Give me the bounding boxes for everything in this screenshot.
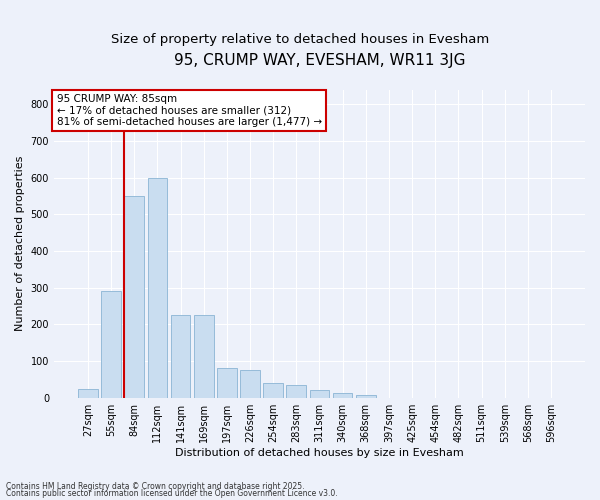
Bar [263,383,283,398]
Text: Contains public sector information licensed under the Open Government Licence v3: Contains public sector information licen… [6,489,338,498]
Bar [78,388,98,398]
Title: 95, CRUMP WAY, EVESHAM, WR11 3JG: 95, CRUMP WAY, EVESHAM, WR11 3JG [174,52,465,68]
Bar [333,394,352,398]
Bar [310,390,329,398]
Bar [356,395,376,398]
Bar [124,196,144,398]
Text: Contains HM Land Registry data © Crown copyright and database right 2025.: Contains HM Land Registry data © Crown c… [6,482,305,491]
Bar [101,292,121,398]
X-axis label: Distribution of detached houses by size in Evesham: Distribution of detached houses by size … [175,448,464,458]
Text: Size of property relative to detached houses in Evesham: Size of property relative to detached ho… [111,32,489,46]
Bar [240,370,260,398]
Bar [148,178,167,398]
Bar [170,315,190,398]
Y-axis label: Number of detached properties: Number of detached properties [15,156,25,332]
Bar [217,368,236,398]
Bar [194,315,214,398]
Bar [286,385,306,398]
Text: 95 CRUMP WAY: 85sqm
← 17% of detached houses are smaller (312)
81% of semi-detac: 95 CRUMP WAY: 85sqm ← 17% of detached ho… [56,94,322,128]
